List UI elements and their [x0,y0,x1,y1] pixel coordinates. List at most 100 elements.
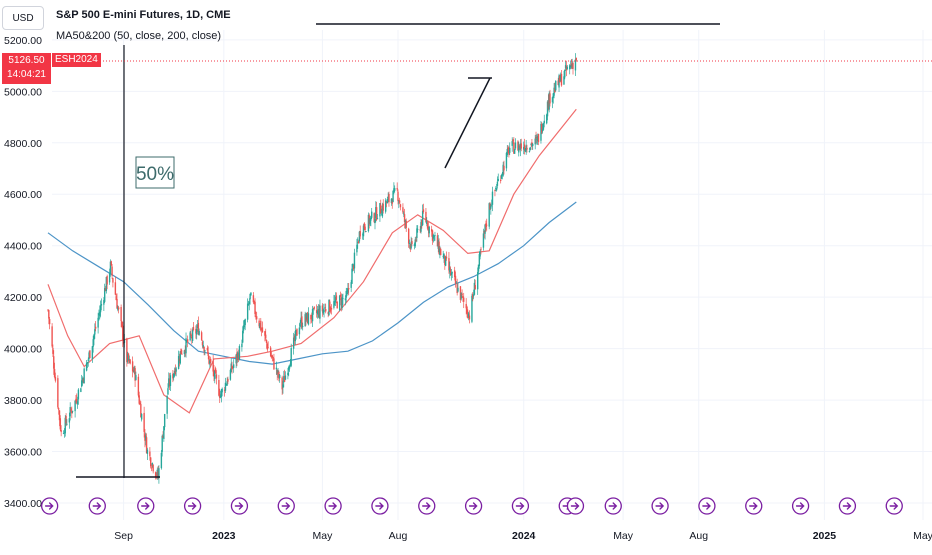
candle-body [325,309,327,312]
candle-body [491,191,494,205]
candle-body [293,335,296,341]
drawings[interactable]: 50% [76,23,720,478]
candle-body [109,261,112,275]
candle-body [519,143,522,150]
y-tick-label: 4200.00 [4,292,42,304]
event-arrow-icon[interactable] [838,497,857,515]
candle-body [501,173,504,175]
candle-body [461,293,463,296]
candle-body [405,220,407,228]
x-axis: Sep2023MayAug2024MayAug2025MayAug [114,530,932,542]
candle-body [552,93,554,98]
candle-body [384,200,387,212]
indicator-legend[interactable]: MA50&200 (50, close, 200, close) [56,30,222,42]
candle-body [270,355,273,358]
event-arrow-icon[interactable] [137,497,155,515]
candle-body [411,241,413,245]
candle-body [352,263,354,268]
candle-body [277,370,279,373]
event-arrow-icon[interactable] [604,497,622,515]
candle-body [192,326,195,331]
candle-body [396,188,398,190]
event-arrow-icon[interactable] [464,497,483,515]
candle-body [402,207,404,213]
candle-body [253,300,255,303]
event-arrow-icon[interactable] [183,497,202,515]
x-tick-label: Sep [114,530,133,542]
candle-body [121,321,123,327]
event-arrow-icon[interactable] [885,497,903,515]
candle-body [282,384,284,388]
trend-line [444,77,491,169]
candle-body [209,358,212,363]
candle-body [81,378,84,383]
candle-body [202,345,204,348]
event-arrow-icon[interactable] [324,497,342,515]
event-arrow-icon[interactable] [651,497,669,515]
candle-body [74,400,76,412]
candle-body [500,174,503,179]
candle-body [82,378,85,382]
event-arrow-icon[interactable] [230,497,249,515]
candle-body [271,355,273,358]
candle-body [300,317,302,324]
y-axis: 5200.00 5000.00 4800.00 4600.00 4400.00 4200.… [4,35,42,510]
candle-body [312,308,315,310]
event-markers[interactable] [40,497,932,515]
currency-button[interactable]: USD [2,6,44,30]
event-icon-arrow [889,502,899,510]
symbol-title[interactable]: S&P 500 E-mini Futures, 1D, CME [56,9,231,21]
event-arrow-icon[interactable] [791,497,810,515]
candle-body [427,226,430,231]
candle-body [530,143,532,146]
candle-body [307,313,310,325]
candle-body [548,93,550,110]
candle-body [566,66,568,70]
event-arrow-icon[interactable] [698,497,716,515]
event-arrow-icon[interactable] [418,497,436,515]
candle-body [407,228,410,244]
event-arrow-icon[interactable] [511,497,530,515]
candle-body [249,293,251,300]
candle-body [144,434,146,441]
candle-body [76,401,79,405]
candle-body [375,207,377,218]
candle-body [455,282,458,284]
candle-body [115,296,117,301]
ma200-line [47,201,577,365]
event-arrow-icon[interactable] [40,497,59,515]
candle-body [248,301,250,305]
candle-body [348,288,350,290]
candle-body [373,213,375,222]
candle-body [260,329,263,331]
candle-body [462,296,464,298]
candle-body [132,369,135,372]
candle-body [417,228,419,230]
candle-body [80,388,82,392]
candle-body [70,409,72,411]
candle-body [322,309,324,314]
event-arrow-icon[interactable] [566,497,585,515]
candle-body [338,295,341,311]
event-arrow-icon[interactable] [88,497,106,515]
candle-body [350,282,352,288]
candle-body [196,329,198,335]
candle-body [364,226,366,231]
candle-body [105,276,108,292]
candle-body [214,370,216,380]
candle-body [408,243,411,244]
bar-countdown: 14:04:21 [7,69,46,80]
event-arrow-icon[interactable] [745,497,763,515]
candle-body [190,333,192,336]
event-arrow-icon[interactable] [371,497,389,515]
candle-body [543,120,545,124]
candle-body [500,179,502,182]
candle-body [288,365,291,369]
event-arrow-icon[interactable] [277,497,295,515]
candle-body [488,203,490,227]
candle-body [560,73,563,86]
candle-body [146,449,149,454]
candle-body [269,347,272,357]
